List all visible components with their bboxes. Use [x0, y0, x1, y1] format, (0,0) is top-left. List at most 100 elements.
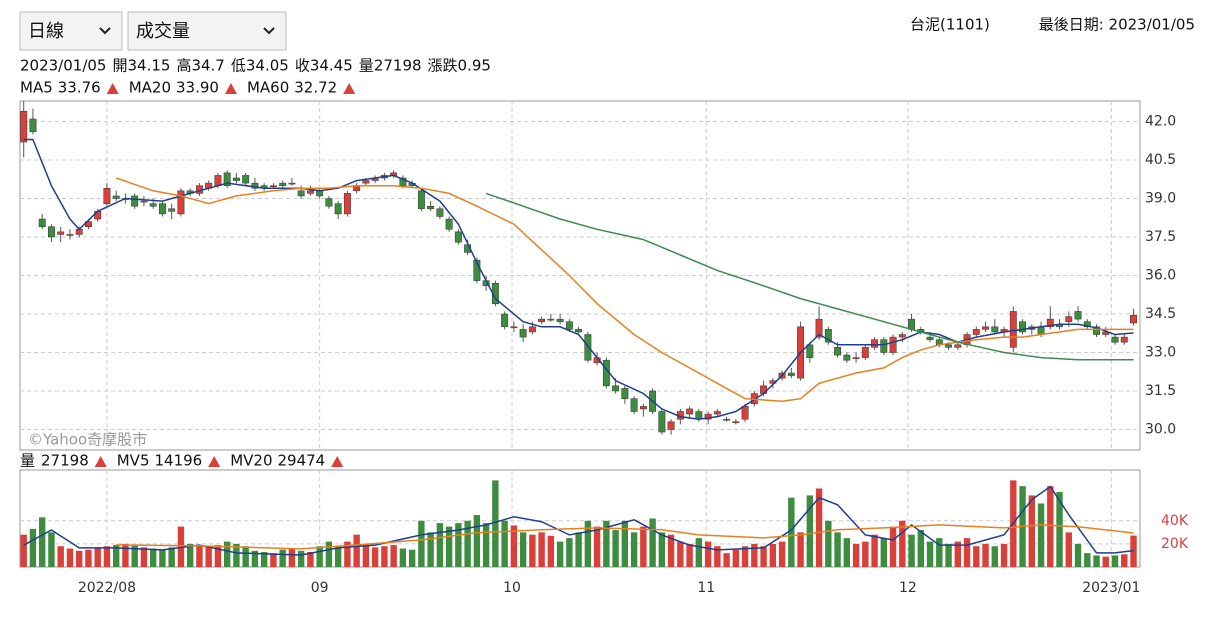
ma-line: [23, 485, 1134, 556]
volume-bar: [769, 543, 777, 567]
candle-body: [861, 347, 869, 358]
volume-bar: [344, 541, 351, 567]
volume-bar: [75, 550, 83, 567]
up-arrow: [208, 456, 221, 467]
volume-bar: [408, 549, 416, 567]
candle-body: [1120, 336, 1128, 343]
y-tick-label: 39.0: [1145, 191, 1176, 207]
candle-body: [538, 318, 546, 322]
volume-bar: [29, 528, 37, 567]
candle-body: [519, 329, 527, 338]
candle-body: [316, 190, 324, 197]
info-text: 27198: [41, 452, 89, 470]
volume-bar: [843, 538, 851, 567]
candle-body: [732, 421, 740, 424]
volume-bar: [741, 546, 749, 567]
x-tick-label: 2022/08: [78, 580, 136, 596]
candle-body: [103, 188, 111, 204]
candle-body: [880, 339, 888, 353]
volume-bar: [1000, 543, 1008, 567]
candle-body: [112, 195, 120, 199]
volume-bar: [297, 550, 305, 567]
info-text: 34.15: [127, 57, 170, 75]
volume-bar: [112, 545, 120, 567]
info-text: 34.7: [191, 57, 224, 75]
volume-bar: [714, 546, 721, 567]
info-text: 27198: [374, 57, 422, 75]
volume-bar: [20, 534, 27, 567]
interval-select[interactable]: [19, 11, 123, 51]
volume-bar: [556, 541, 564, 567]
volume-bar: [279, 549, 286, 567]
interval-select-text[interactable]: 日線: [28, 21, 64, 42]
volume-bar: [612, 530, 619, 567]
up-arrow: [331, 456, 344, 467]
indicator-select[interactable]: [127, 11, 287, 51]
candle-body: [982, 326, 989, 330]
candle-body: [1130, 315, 1137, 324]
volume-bar: [436, 523, 444, 567]
ma-line: [115, 177, 1134, 402]
candle-body: [741, 406, 749, 420]
info-text: MA20: [129, 79, 171, 97]
volume-bar: [1065, 532, 1072, 567]
volume-bar: [427, 532, 434, 567]
volume-bar: [630, 532, 638, 567]
volume-bar: [695, 538, 703, 567]
candle-body: [547, 318, 555, 321]
volume-bar: [936, 538, 943, 567]
candle-body: [713, 411, 721, 415]
candle-body: [306, 190, 314, 194]
candle-body: [556, 318, 564, 322]
candle-body: [695, 411, 703, 420]
candle-body: [168, 208, 176, 212]
volume-bar: [307, 551, 314, 567]
chevron[interactable]: [263, 27, 275, 35]
y-tick-label: 34.5: [1145, 306, 1176, 322]
volume-bar: [538, 532, 545, 567]
candle-body: [621, 388, 629, 399]
candle-body: [445, 218, 453, 230]
stock-name: 台泥(1101): [910, 16, 990, 34]
volume-bar: [575, 532, 582, 567]
volume-bar: [889, 526, 897, 567]
candle-body: [399, 177, 407, 186]
candle-body: [806, 344, 814, 358]
indicator-select-text[interactable]: 成交量: [136, 21, 190, 42]
volume-bar: [159, 549, 166, 567]
volume-bar: [926, 541, 934, 567]
candle-body: [214, 175, 222, 186]
volume-bar: [1093, 555, 1100, 567]
volume-bar: [519, 532, 527, 567]
chevron[interactable]: [99, 27, 111, 35]
candle-body: [334, 203, 342, 215]
candle-body: [436, 208, 444, 217]
info-text: 量: [20, 452, 35, 470]
volume-bar: [149, 548, 157, 567]
volume-bar: [214, 545, 222, 567]
candle-body: [584, 334, 592, 361]
candle-body: [871, 339, 879, 348]
volume-bar: [852, 543, 860, 567]
info-text: 漲跌: [428, 57, 458, 75]
volume-bar: [584, 520, 592, 567]
volume-bar: [658, 532, 666, 567]
volume-bar: [566, 538, 573, 567]
up-arrow: [94, 456, 107, 467]
candle-body: [177, 190, 185, 215]
info-text: 低: [231, 57, 246, 75]
candle-body: [686, 408, 694, 415]
info-text: 收: [295, 57, 310, 75]
volume-bar: [390, 545, 397, 567]
volume-bar: [455, 523, 462, 567]
volume-bar: [1028, 495, 1035, 567]
volume-bar: [223, 541, 231, 567]
candle-body: [667, 421, 675, 430]
volume-bar: [1102, 556, 1109, 567]
candle-body: [1093, 326, 1100, 335]
candle-body: [269, 185, 277, 187]
volume-bar: [1121, 554, 1128, 567]
volume-bar: [908, 534, 915, 567]
candle-body: [815, 318, 823, 338]
candle-body: [1009, 311, 1017, 348]
